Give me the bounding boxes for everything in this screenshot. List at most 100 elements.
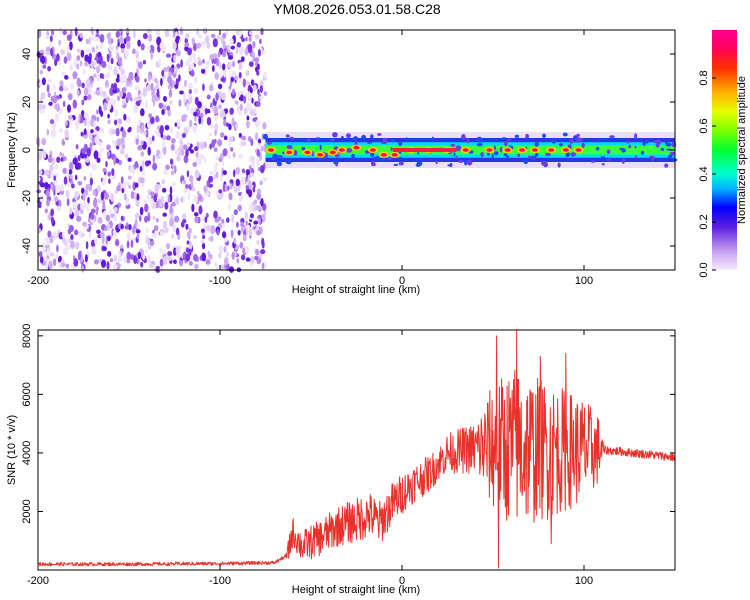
noise-cell	[198, 193, 202, 202]
noise-cell	[148, 113, 153, 119]
noise-cell	[152, 154, 155, 164]
noise-cell	[129, 97, 133, 102]
noise-cell	[241, 168, 246, 174]
noise-cell	[218, 189, 223, 194]
noise-cell	[257, 63, 260, 71]
noise-cell	[222, 231, 227, 239]
ridge-speckle	[351, 153, 355, 159]
noise-cell	[155, 265, 161, 273]
noise-cell	[145, 129, 149, 139]
x-tick-label: 100	[575, 575, 593, 587]
noise-cell	[59, 27, 63, 35]
noise-cell	[143, 33, 148, 40]
noise-cell	[89, 133, 93, 141]
noise-cell	[152, 215, 156, 221]
noise-cell	[148, 263, 154, 269]
noise-cell	[247, 224, 251, 231]
noise-cell	[36, 189, 42, 194]
noise-cell	[67, 104, 71, 113]
noise-cell	[180, 59, 183, 68]
noise-cell	[185, 149, 189, 158]
ridge-speckle	[346, 133, 351, 139]
noise-cell	[150, 82, 154, 91]
noise-cell	[41, 137, 47, 146]
noise-cell	[86, 118, 91, 127]
noise-cell	[245, 185, 249, 191]
noise-cell	[174, 215, 180, 223]
noise-cell	[125, 180, 130, 186]
noise-cell	[85, 241, 89, 250]
noise-cell	[125, 50, 129, 58]
noise-cell	[229, 38, 234, 45]
ridge-speckle	[626, 140, 630, 144]
noise-cell	[87, 94, 92, 101]
noise-cell	[214, 114, 218, 122]
noise-cell	[227, 46, 231, 51]
ridge-speckle	[381, 142, 388, 144]
noise-cell	[51, 157, 56, 166]
noise-cell	[127, 157, 132, 162]
noise-cell	[41, 104, 47, 110]
noise-cell	[229, 181, 233, 190]
noise-cell	[107, 64, 113, 71]
noise-cell	[52, 84, 56, 90]
noise-cell	[188, 260, 193, 266]
noise-cell	[209, 84, 214, 92]
noise-cell	[248, 135, 252, 142]
noise-cell	[100, 191, 105, 201]
noise-cell	[70, 240, 75, 250]
noise-cell	[230, 229, 234, 238]
noise-cell	[106, 102, 112, 111]
noise-cell	[121, 48, 125, 54]
ridge-speckle	[375, 155, 380, 160]
noise-cell	[107, 119, 111, 125]
noise-cell	[45, 34, 50, 40]
ridge-speckle	[517, 153, 520, 158]
noise-cell	[78, 230, 83, 238]
noise-cell	[105, 96, 110, 102]
noise-cell	[107, 171, 111, 177]
noise-cell	[160, 77, 163, 87]
noise-cell	[256, 156, 260, 164]
noise-cell	[115, 30, 121, 38]
noise-cell	[218, 245, 224, 254]
noise-cell	[91, 46, 96, 53]
noise-cell	[54, 113, 60, 122]
noise-cell	[99, 33, 105, 43]
noise-cell	[249, 155, 253, 163]
noise-cell	[185, 223, 189, 230]
snr-y-label: SNR (10 * v/v)	[6, 415, 18, 485]
ridge-speckle	[464, 159, 468, 166]
noise-cell	[68, 225, 74, 232]
noise-cell	[49, 163, 54, 173]
ridge-speckle	[491, 153, 494, 160]
noise-cell	[136, 233, 140, 240]
noise-cell	[257, 138, 262, 144]
noise-cell	[217, 216, 222, 221]
ridge-speckle	[634, 133, 638, 139]
noise-cell	[96, 116, 100, 122]
ridge-speckle	[618, 147, 625, 151]
noise-cell	[163, 255, 168, 265]
noise-cell	[188, 88, 193, 95]
noise-cell	[256, 149, 261, 157]
noise-cell	[101, 73, 105, 79]
ridge-speckle	[664, 163, 669, 168]
noise-cell	[230, 45, 235, 50]
noise-cell	[73, 258, 79, 267]
snr-y-ticks: 2000 4000 6000 8000	[21, 324, 675, 524]
noise-cell	[137, 145, 143, 151]
noise-cell	[69, 161, 74, 171]
noise-cell	[201, 68, 206, 74]
noise-cell	[232, 169, 236, 178]
noise-cell	[72, 71, 78, 80]
noise-cell	[243, 107, 248, 115]
noise-cell	[137, 119, 142, 125]
noise-cell	[151, 135, 155, 142]
ridge-speckle	[263, 133, 268, 140]
noise-cell	[158, 58, 161, 66]
noise-cell	[249, 87, 253, 94]
noise-cell	[173, 65, 178, 74]
ridge-speckle	[507, 138, 511, 142]
noise-cell	[91, 246, 97, 255]
